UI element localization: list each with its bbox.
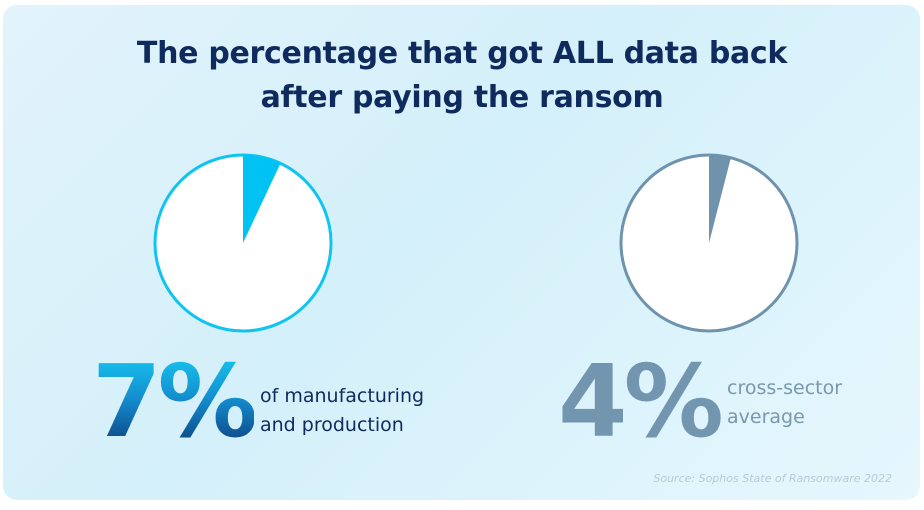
pie-slice-cross-sector-data-back — [709, 155, 731, 243]
source-note: Source: Sophos State of Ransomware 2022 — [653, 472, 892, 485]
pie-chart-manufacturing — [153, 153, 333, 333]
pie-slice-manufacturing-data-back — [243, 155, 281, 243]
manufacturing-percentage: 7% — [92, 343, 258, 460]
manufacturing-caption-line-1: of manufacturing — [260, 385, 425, 407]
chart-title-line-1: The percentage that got ALL data back — [136, 36, 788, 71]
cross-sector-caption-line-2: average — [727, 406, 805, 428]
cross-sector-caption-line-1: cross-sector — [727, 377, 843, 399]
cross-sector-caption: cross-sector average — [727, 374, 842, 432]
pie-chart-cross-sector-average — [619, 153, 799, 333]
chart-title-line-2: after paying the ransom — [260, 80, 664, 115]
manufacturing-caption: of manufacturing and production — [260, 382, 424, 440]
manufacturing-caption-line-2: and production — [260, 414, 404, 436]
cross-sector-percentage: 4% — [558, 343, 724, 460]
chart-title: The percentage that got ALL data back af… — [0, 32, 924, 120]
